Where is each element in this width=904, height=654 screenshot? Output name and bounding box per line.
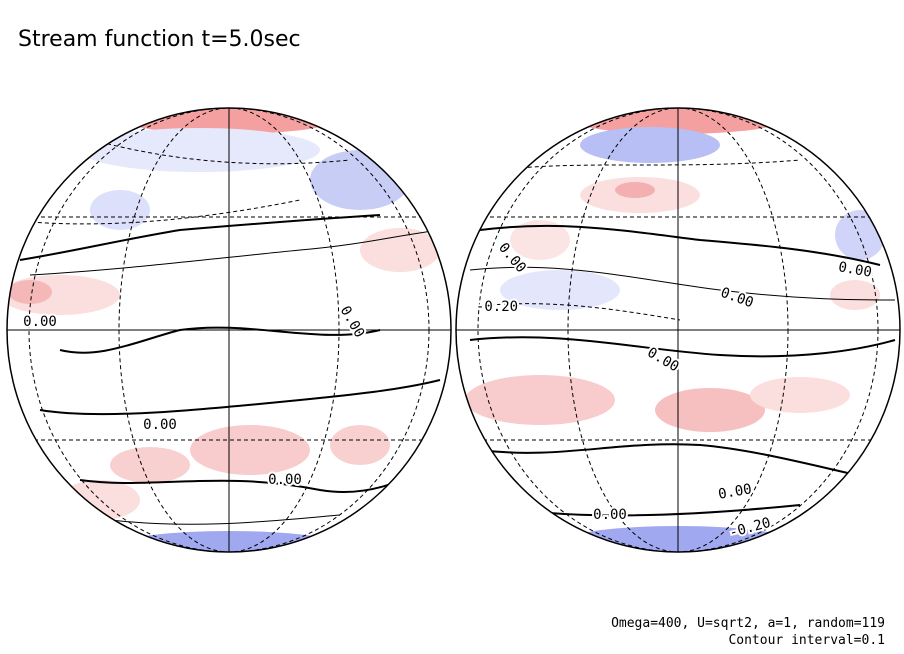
contour-label: -0.20: [476, 299, 518, 315]
footer-line: Omega=400, U=sqrt2, a=1, random=119: [611, 616, 885, 631]
contour-label: 0.00: [143, 417, 177, 433]
footer-line: Contour interval=0.1: [728, 633, 885, 648]
title: Stream function t=5.0sec: [18, 27, 301, 52]
contour-label: 0.00: [268, 472, 302, 488]
contour-label: 0.00: [23, 314, 57, 330]
contour-label: 0.00: [593, 507, 627, 523]
globe-right-outline: [455, 107, 901, 553]
globe-left-outline: [6, 107, 452, 553]
